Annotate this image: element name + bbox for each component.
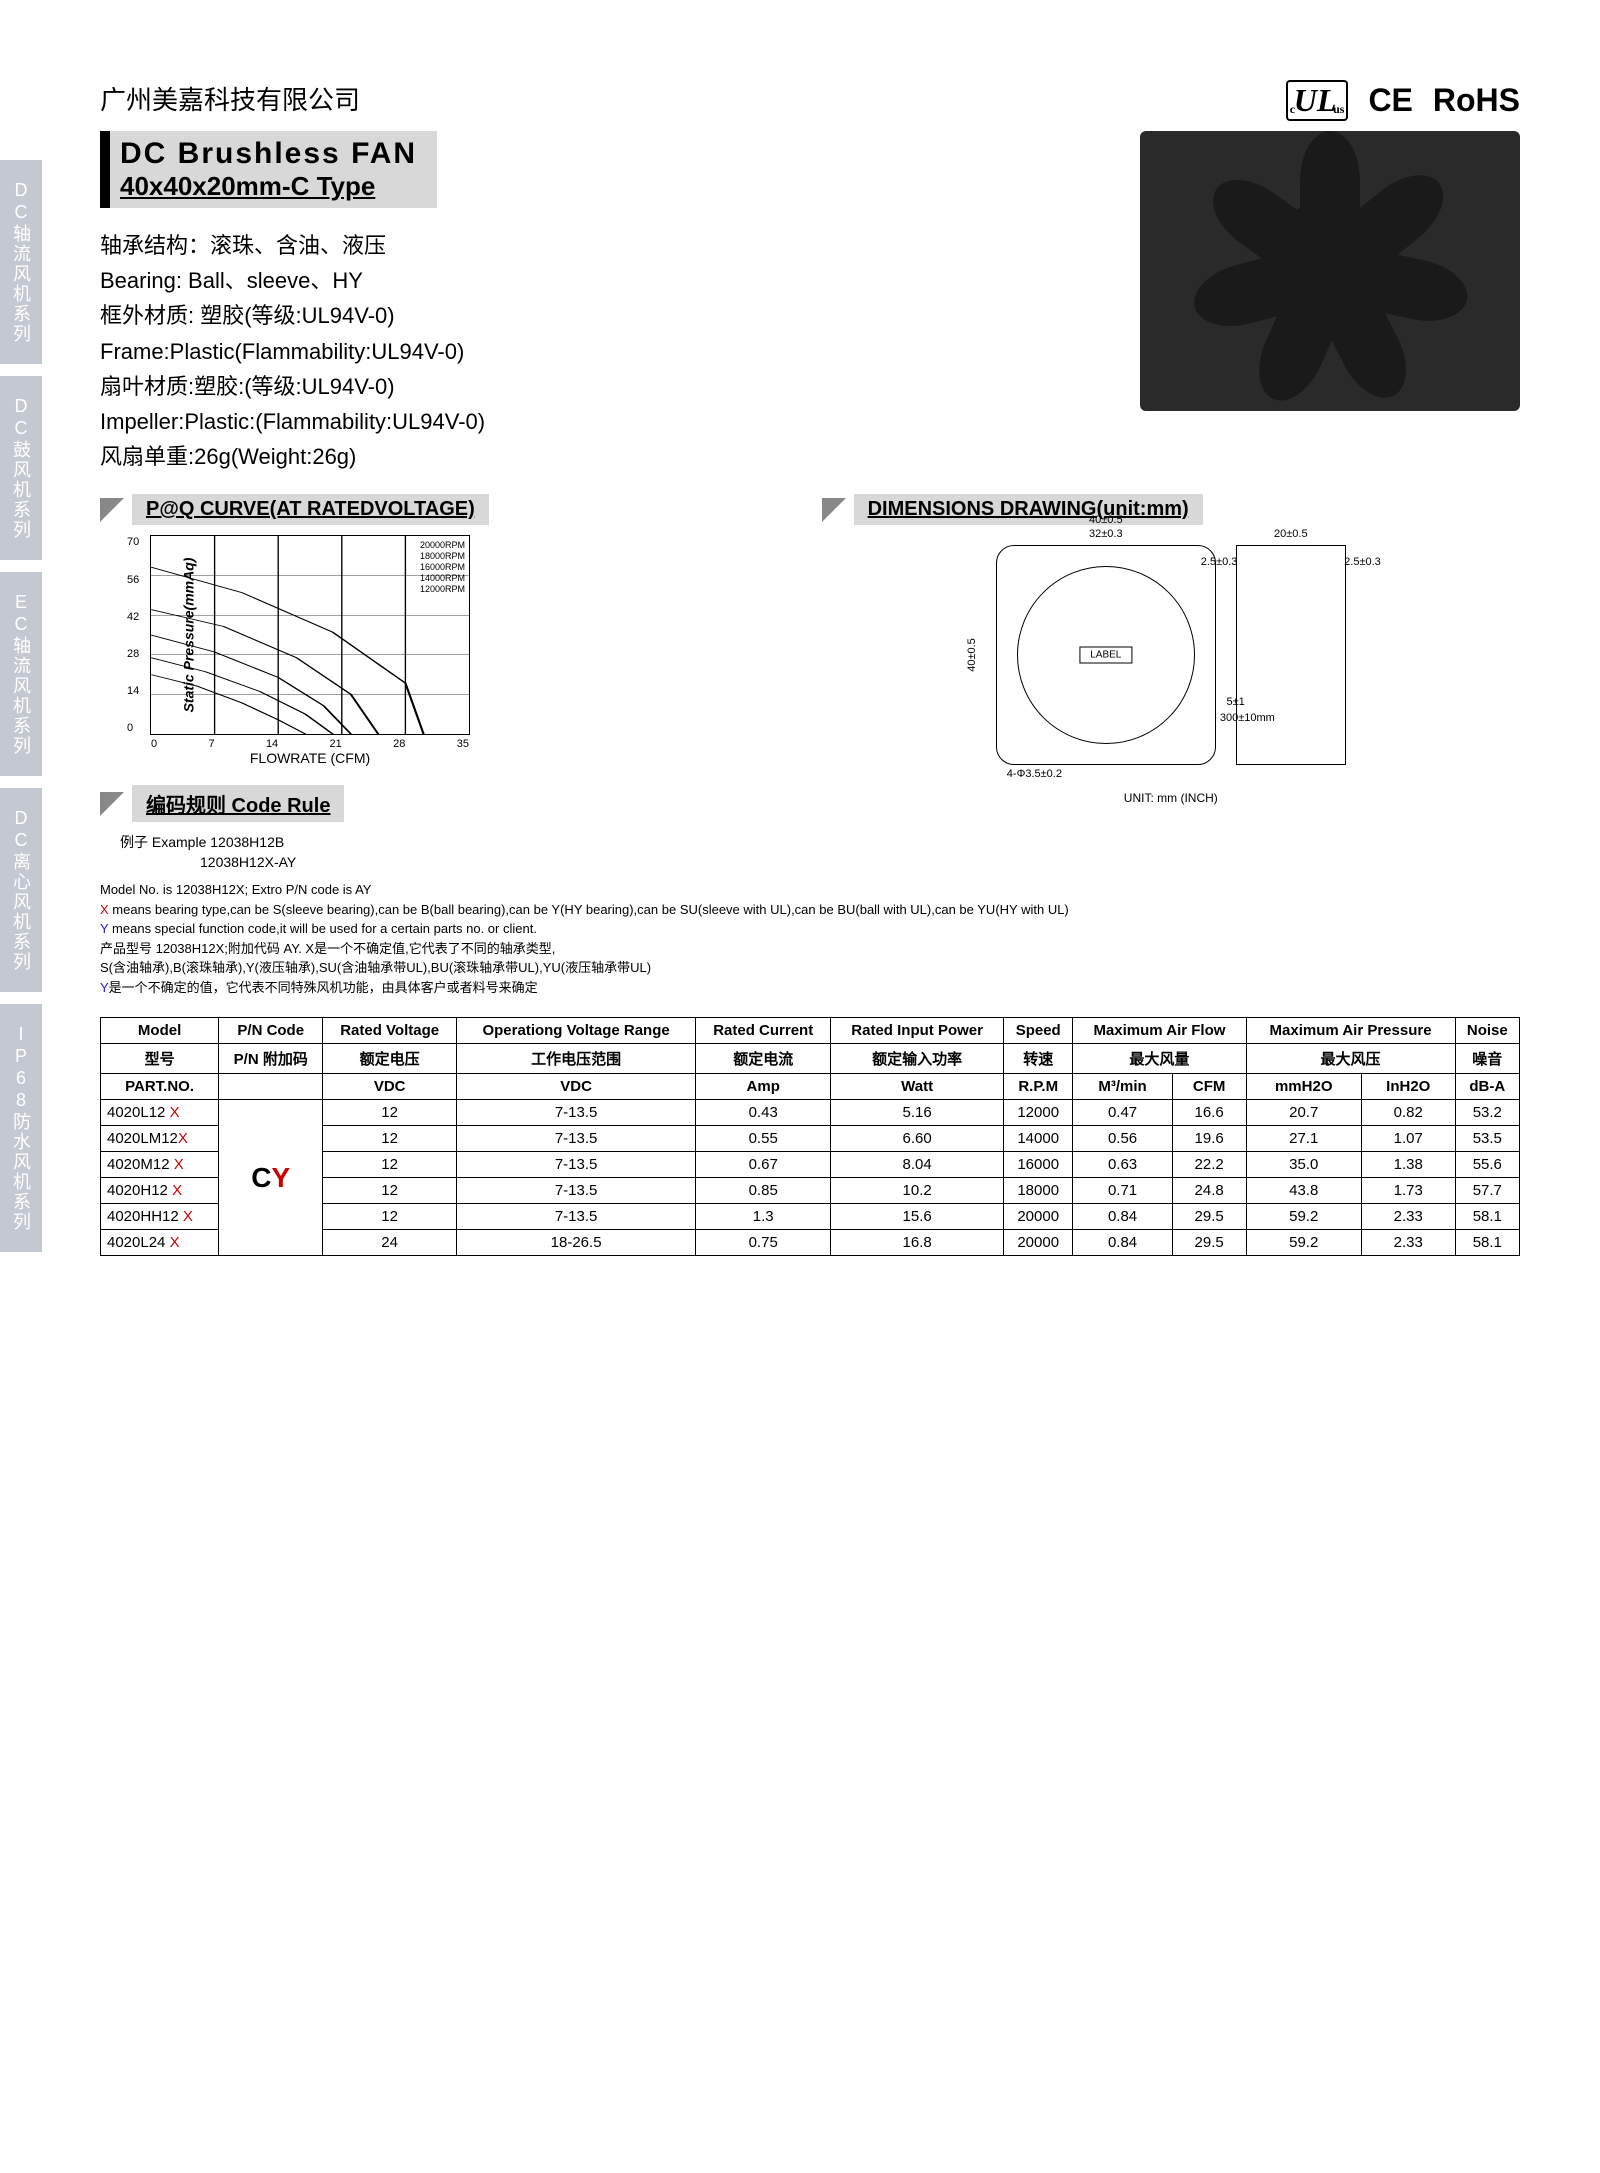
pq-chart: Static Pressure(mmAq) FLOWRATE (CFM) 705… — [150, 535, 470, 735]
certifications: UL CE RoHS — [1286, 80, 1520, 121]
side-tab[interactable]: DC鼓风机系列 — [0, 376, 42, 560]
pq-label: P@Q CURVE(AT RATEDVOLTAGE) — [132, 494, 489, 525]
dim-value: 2.5±0.3 — [1201, 556, 1238, 568]
side-tab[interactable]: IP68防水风机系列 — [0, 1004, 42, 1252]
specs-block: 轴承结构：滚珠、含油、液压 Bearing: Ball、sleeve、HY 框外… — [100, 228, 1110, 474]
dim-value: 32±0.3 — [1089, 528, 1123, 540]
code-description: Model No. is 12038H12X; Extro P/N code i… — [100, 880, 1520, 997]
dim-section-head: DIMENSIONS DRAWING(unit:mm) — [822, 494, 1520, 525]
code-line: Y是一个不确定的值，它代表不同特殊风机功能，由具体客户或者料号来确定 — [100, 978, 1520, 998]
product-title: DC Brushless FAN 40x40x20mm-C Type — [100, 131, 437, 208]
side-tabs: DC轴流风机系列 DC鼓风机系列 EC轴流风机系列 DC离心风机系列 IP68防水风机系… — [0, 160, 40, 1264]
triangle-icon — [822, 498, 846, 522]
header: 广州美嘉科技有限公司 UL CE RoHS — [100, 80, 1520, 121]
table-row: 4020L12 XCY127-13.50.435.16120000.4716.6… — [101, 1100, 1520, 1126]
spec-line: Impeller:Plastic:(Flammability:UL94V-0) — [100, 404, 1110, 439]
spec-line: 轴承结构：滚珠、含油、液压 — [100, 228, 1110, 263]
chart-x-label: FLOWRATE (CFM) — [250, 750, 370, 766]
triangle-icon — [100, 792, 124, 816]
dim-front-view: 40±0.5 32±0.3 LABEL 4-Φ3.5±0.2 300±10mm … — [996, 545, 1216, 765]
code-line: X means bearing type,can be S(sleeve bea… — [100, 900, 1520, 920]
chart-x-ticks: 0714212835 — [151, 738, 469, 750]
dim-value: 20±0.5 — [1274, 528, 1308, 540]
title-line2: 40x40x20mm-C Type — [120, 171, 417, 202]
spec-line: Bearing: Ball、sleeve、HY — [100, 263, 1110, 298]
spec-line: 扇叶材质:塑胶:(等级:UL94V-0) — [100, 369, 1110, 404]
chart-y-ticks: 70564228140 — [127, 536, 139, 734]
product-photo — [1140, 131, 1520, 411]
code-line: Model No. is 12038H12X; Extro P/N code i… — [100, 880, 1520, 900]
triangle-icon — [100, 498, 124, 522]
side-tab[interactable]: DC轴流风机系列 — [0, 160, 42, 364]
dim-side-view: 20±0.5 2.5±0.3 2.5±0.3 — [1236, 545, 1346, 765]
side-tab[interactable]: DC离心风机系列 — [0, 788, 42, 992]
dimensions-drawing: 40±0.5 32±0.3 LABEL 4-Φ3.5±0.2 300±10mm … — [822, 535, 1520, 765]
code-section-head: 编码规则 Code Rule — [100, 785, 782, 822]
dim-label-box: LABEL — [1079, 647, 1132, 664]
dim-value: 40±0.5 — [1089, 514, 1123, 526]
unit-note: UNIT: mm (INCH) — [822, 791, 1520, 805]
title-line1: DC Brushless FAN — [120, 137, 417, 171]
side-tab[interactable]: EC轴流风机系列 — [0, 572, 42, 776]
code-example: 例子 Example 12038H12B 12038H12X-AY — [120, 832, 782, 870]
spec-table: ModelP/N CodeRated VoltageOperationg Vol… — [100, 1017, 1520, 1256]
dim-value: 2.5±0.3 — [1344, 556, 1381, 568]
spec-line: 风扇单重:26g(Weight:26g) — [100, 439, 1110, 474]
pq-section-head: P@Q CURVE(AT RATEDVOLTAGE) — [100, 494, 782, 525]
ul-mark-icon: UL — [1286, 80, 1349, 121]
code-line: Y means special function code,it will be… — [100, 919, 1520, 939]
spec-line: 框外材质: 塑胶(等级:UL94V-0) — [100, 298, 1110, 333]
spec-line: Frame:Plastic(Flammability:UL94V-0) — [100, 334, 1110, 369]
fan-hub-icon — [1260, 201, 1400, 341]
code-label: 编码规则 Code Rule — [132, 785, 344, 822]
page: DC轴流风机系列 DC鼓风机系列 EC轴流风机系列 DC离心风机系列 IP68防水风机系… — [0, 0, 1600, 1336]
dim-value: 4-Φ3.5±0.2 — [1007, 768, 1062, 780]
dim-label: DIMENSIONS DRAWING(unit:mm) — [854, 494, 1203, 525]
ce-mark: CE — [1368, 82, 1412, 119]
rohs-mark: RoHS — [1433, 82, 1520, 119]
code-line: S(含油轴承),B(滚珠轴承),Y(液压轴承),SU(含油轴承带UL),BU(滚… — [100, 958, 1520, 978]
code-line: 产品型号 12038H12X;附加代码 AY. X是一个不确定值,它代表了不同的… — [100, 939, 1520, 959]
dim-value: 40±0.5 — [966, 639, 978, 673]
company-name: 广州美嘉科技有限公司 — [100, 80, 360, 117]
